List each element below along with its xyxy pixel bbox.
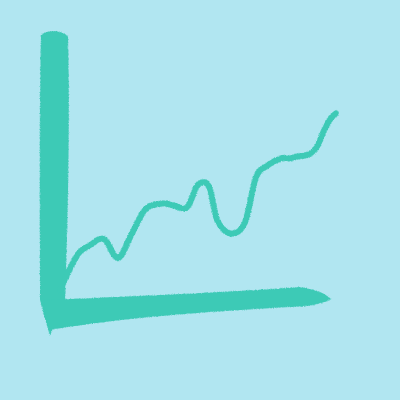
data-point-24 <box>333 110 339 116</box>
data-point-7 <box>159 201 165 207</box>
data-point-20 <box>305 152 311 158</box>
data-point-0 <box>57 287 63 293</box>
data-point-10 <box>195 182 201 188</box>
data-point-5 <box>129 231 135 237</box>
data-point-17 <box>278 155 284 161</box>
data-point-23 <box>328 116 334 122</box>
data-point-6 <box>143 206 149 212</box>
data-point-21 <box>314 144 320 150</box>
data-point-4 <box>115 255 121 261</box>
data-point-13 <box>228 231 234 237</box>
data-point-22 <box>322 125 328 131</box>
data-point-16 <box>264 163 270 169</box>
data-line <box>57 110 339 293</box>
data-point-11 <box>206 184 212 190</box>
data-point-19 <box>294 154 300 160</box>
data-point-18 <box>286 155 292 161</box>
y-axis <box>39 30 69 336</box>
data-point-14 <box>242 219 248 225</box>
data-point-9 <box>184 204 190 210</box>
data-point-3 <box>101 236 107 242</box>
x-axis <box>44 287 331 330</box>
data-point-8 <box>170 202 176 208</box>
data-point-12 <box>214 217 220 223</box>
data-point-15 <box>253 174 259 180</box>
data-point-2 <box>87 242 93 248</box>
data-point-1 <box>74 253 80 259</box>
